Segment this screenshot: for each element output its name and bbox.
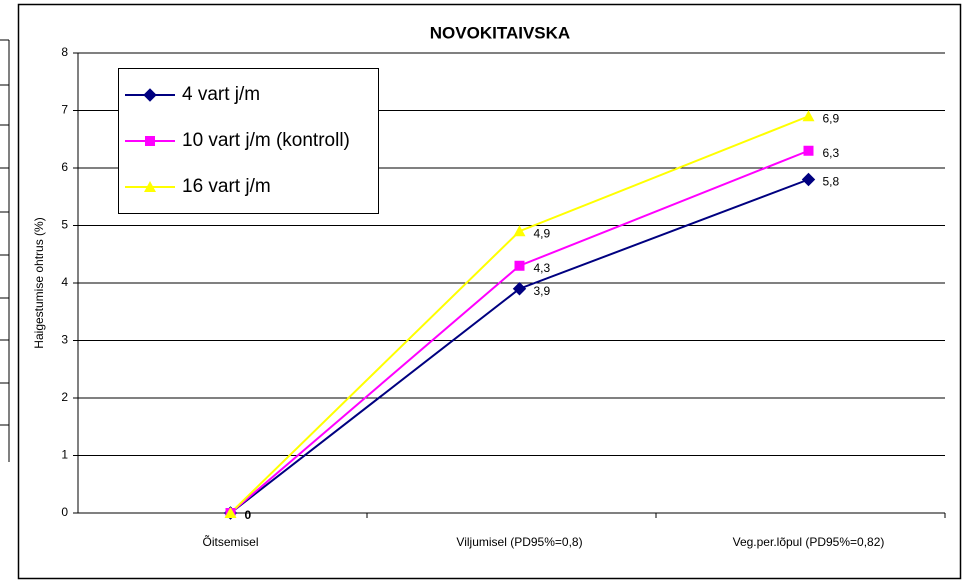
legend-label: 4 vart j/m bbox=[182, 84, 260, 105]
marker bbox=[513, 225, 526, 237]
legend-label: 16 vart j/m bbox=[182, 176, 271, 197]
data-label: 4,9 bbox=[534, 226, 551, 240]
y-tick-label: 1 bbox=[61, 448, 68, 462]
x-tick-label: Veg.per.lõpul (PD95%=0,82) bbox=[733, 535, 885, 549]
y-tick-label: 5 bbox=[61, 218, 68, 232]
chart-title: NOVOKITAIVSKA bbox=[430, 23, 570, 42]
marker bbox=[224, 507, 237, 518]
marker bbox=[143, 88, 157, 102]
data-label: 6,3 bbox=[823, 146, 840, 160]
marker bbox=[514, 260, 525, 271]
y-tick-label: 4 bbox=[61, 275, 68, 289]
chart-frame bbox=[17, 3, 962, 580]
y-axis-label: Haigestumise ohtrus (%) bbox=[32, 217, 46, 348]
marker bbox=[144, 181, 156, 192]
data-label: 4,3 bbox=[534, 261, 551, 275]
y-tick-label: 6 bbox=[61, 160, 68, 174]
y-tick-label: 7 bbox=[61, 103, 68, 117]
data-label: 5,8 bbox=[823, 175, 840, 189]
marker bbox=[801, 172, 816, 187]
x-tick-label: Õitsemisel bbox=[202, 534, 258, 549]
legend-label: 10 vart j/m (kontroll) bbox=[182, 130, 350, 151]
marker bbox=[803, 145, 814, 156]
legend: 4 vart j/m 10 vart j/m (kontroll) 16 vart … bbox=[118, 68, 379, 214]
data-label: 3,9 bbox=[534, 284, 551, 298]
data-label: 0 bbox=[245, 508, 252, 522]
data-label: 6,9 bbox=[823, 111, 840, 125]
y-tick-label: 0 bbox=[61, 505, 68, 519]
x-tick-label: Viljumisel (PD95%=0,8) bbox=[456, 535, 582, 549]
side-table-fragment bbox=[0, 39, 10, 462]
y-tick-label: 2 bbox=[61, 390, 68, 404]
marker bbox=[145, 136, 155, 146]
y-tick-label: 8 bbox=[61, 45, 68, 59]
y-tick-label: 3 bbox=[61, 333, 68, 347]
marker bbox=[802, 110, 815, 122]
marker bbox=[512, 282, 527, 296]
